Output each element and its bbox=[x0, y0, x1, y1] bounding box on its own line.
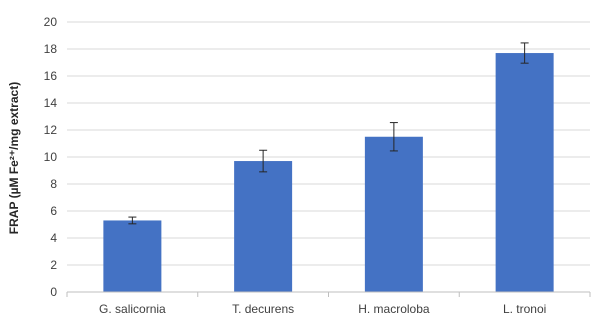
x-axis-categories: G. salicornia T. decurens H. macroloba L. t… bbox=[99, 302, 546, 316]
bars bbox=[103, 53, 554, 292]
y-tick-label: 10 bbox=[44, 150, 58, 164]
bar bbox=[495, 53, 554, 292]
y-tick-label: 8 bbox=[50, 177, 57, 191]
y-axis-ticks: 0 2 4 6 8 10 12 14 16 18 20 bbox=[44, 15, 58, 299]
y-tick-label: 16 bbox=[44, 69, 58, 83]
y-tick-label: 0 bbox=[50, 285, 57, 299]
error-bars bbox=[128, 42, 529, 225]
y-tick-label: 14 bbox=[44, 96, 58, 110]
x-category-label: G. salicornia bbox=[99, 302, 166, 316]
y-tick-label: 2 bbox=[50, 258, 57, 272]
y-tick-label: 12 bbox=[44, 123, 58, 137]
x-category-label: T. decurens bbox=[232, 302, 294, 316]
y-tick-label: 20 bbox=[44, 15, 58, 29]
bar bbox=[364, 136, 423, 292]
y-tick-label: 18 bbox=[44, 42, 58, 56]
x-category-label: H. macroloba bbox=[358, 302, 430, 316]
bar bbox=[103, 220, 162, 292]
y-axis-label: FRAP (µM Fe²⁺/mg extract) bbox=[7, 82, 21, 234]
x-axis bbox=[66, 291, 591, 297]
y-tick-label: 4 bbox=[50, 231, 57, 245]
y-tick-label: 6 bbox=[50, 204, 57, 218]
bar bbox=[234, 161, 293, 292]
x-category-label: L. tronoi bbox=[503, 302, 546, 316]
